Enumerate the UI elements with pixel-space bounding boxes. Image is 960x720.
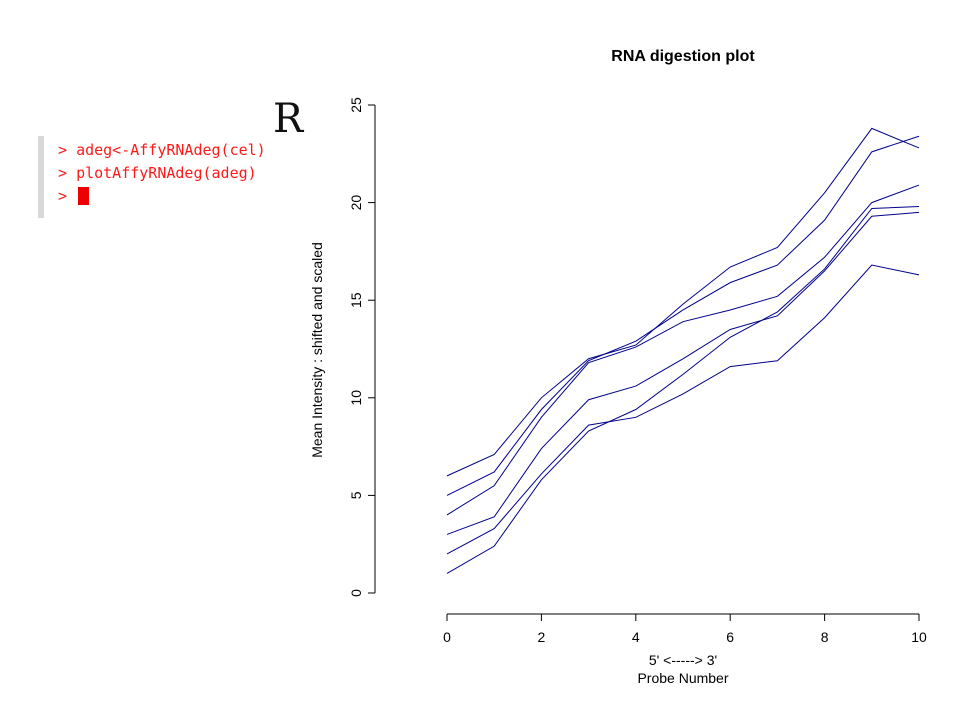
series-line-1 [446, 206, 920, 574]
y-axis-label: Mean Intensity : shifted and scaled [309, 242, 325, 458]
console-line-1: > adeg<-AffyRNAdeg(cel) [58, 141, 266, 159]
text-cursor [78, 187, 90, 205]
console-line-2: > plotAffyRNAdeg(adeg) [58, 164, 257, 182]
x-tick-label: 10 [911, 629, 927, 645]
x-tick-label: 8 [821, 629, 829, 645]
y-tick-label: 20 [348, 195, 364, 211]
y-tick-label: 25 [348, 97, 364, 113]
y-tick-label: 15 [348, 292, 364, 308]
y-tick-label: 5 [348, 491, 364, 499]
series-line-2 [446, 264, 920, 555]
series-line-5 [446, 135, 920, 496]
console-line-3[interactable]: > [58, 187, 90, 205]
series-lines [446, 127, 920, 574]
r-console[interactable]: > adeg<-AffyRNAdeg(cel) > plotAffyRNAdeg… [38, 136, 344, 218]
series-line-6 [446, 127, 920, 477]
x-tick-label: 6 [726, 629, 734, 645]
console-command: adeg<-AffyRNAdeg(cel) [76, 141, 266, 159]
console-prompt: > [58, 141, 68, 159]
axes: 0 2 4 6 8 10 0 5 10 15 20 25 [348, 97, 927, 645]
x-tick-label: 2 [538, 629, 546, 645]
y-tick-label: 10 [348, 390, 364, 406]
x-axis-label-2: Probe Number [637, 670, 728, 686]
y-tick-label: 0 [348, 589, 364, 597]
series-line-4 [446, 184, 920, 516]
console-prompt: > [58, 187, 68, 205]
console-command: plotAffyRNAdeg(adeg) [76, 164, 257, 182]
series-line-3 [446, 211, 920, 535]
r-logo: R [273, 96, 304, 142]
chart-title: RNA digestion plot [611, 48, 755, 65]
x-tick-label: 0 [443, 629, 451, 645]
console-prompt: > [58, 164, 68, 182]
x-axis-label: 5' <-----> 3' [649, 652, 717, 668]
x-tick-label: 4 [632, 629, 640, 645]
